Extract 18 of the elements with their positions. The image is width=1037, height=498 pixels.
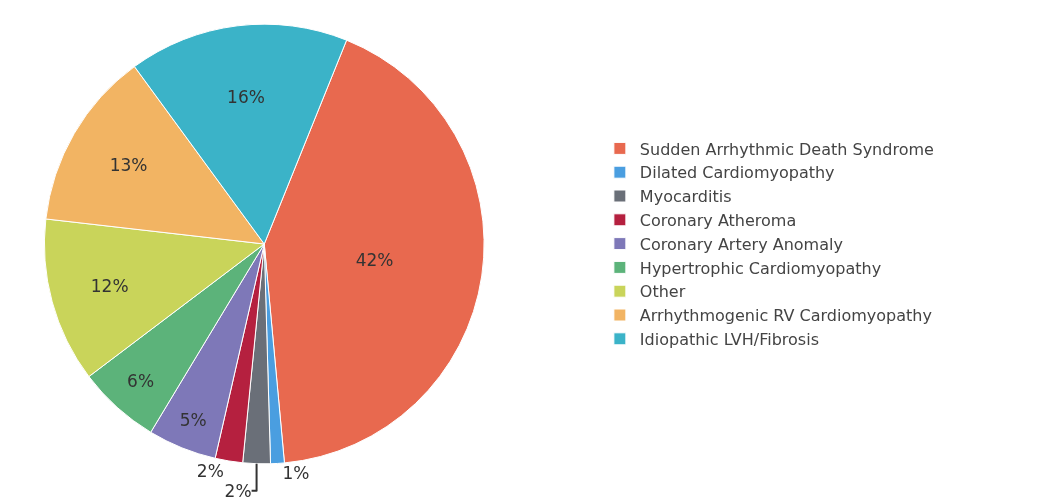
data-label: 16% (227, 87, 265, 108)
legend-label: Sudden Arrhythmic Death Syndrome (639, 139, 934, 159)
legend-label: Dilated Cardiomyopathy (639, 163, 835, 183)
legend-label: Coronary Atheroma (639, 211, 797, 231)
data-label: 1% (282, 463, 310, 484)
legend-label: Myocarditis (639, 187, 732, 207)
data-label: 5% (179, 410, 207, 431)
data-label: 42% (355, 250, 394, 271)
legend-label: Idiopathic LVH/Fibrosis (639, 330, 819, 350)
legend-label: Arrhythmogenic RV Cardiomyopathy (639, 306, 932, 326)
legend-label: Other (639, 282, 686, 302)
data-label: 6% (127, 371, 155, 392)
data-label: 13% (109, 155, 148, 176)
data-label: 2% (224, 480, 252, 498)
data-label: 12% (90, 276, 129, 297)
legend-label: Hypertrophic Cardiomyopathy (639, 258, 882, 278)
legend-label: Coronary Artery Anomaly (639, 234, 843, 254)
data-label: 2% (196, 460, 224, 481)
